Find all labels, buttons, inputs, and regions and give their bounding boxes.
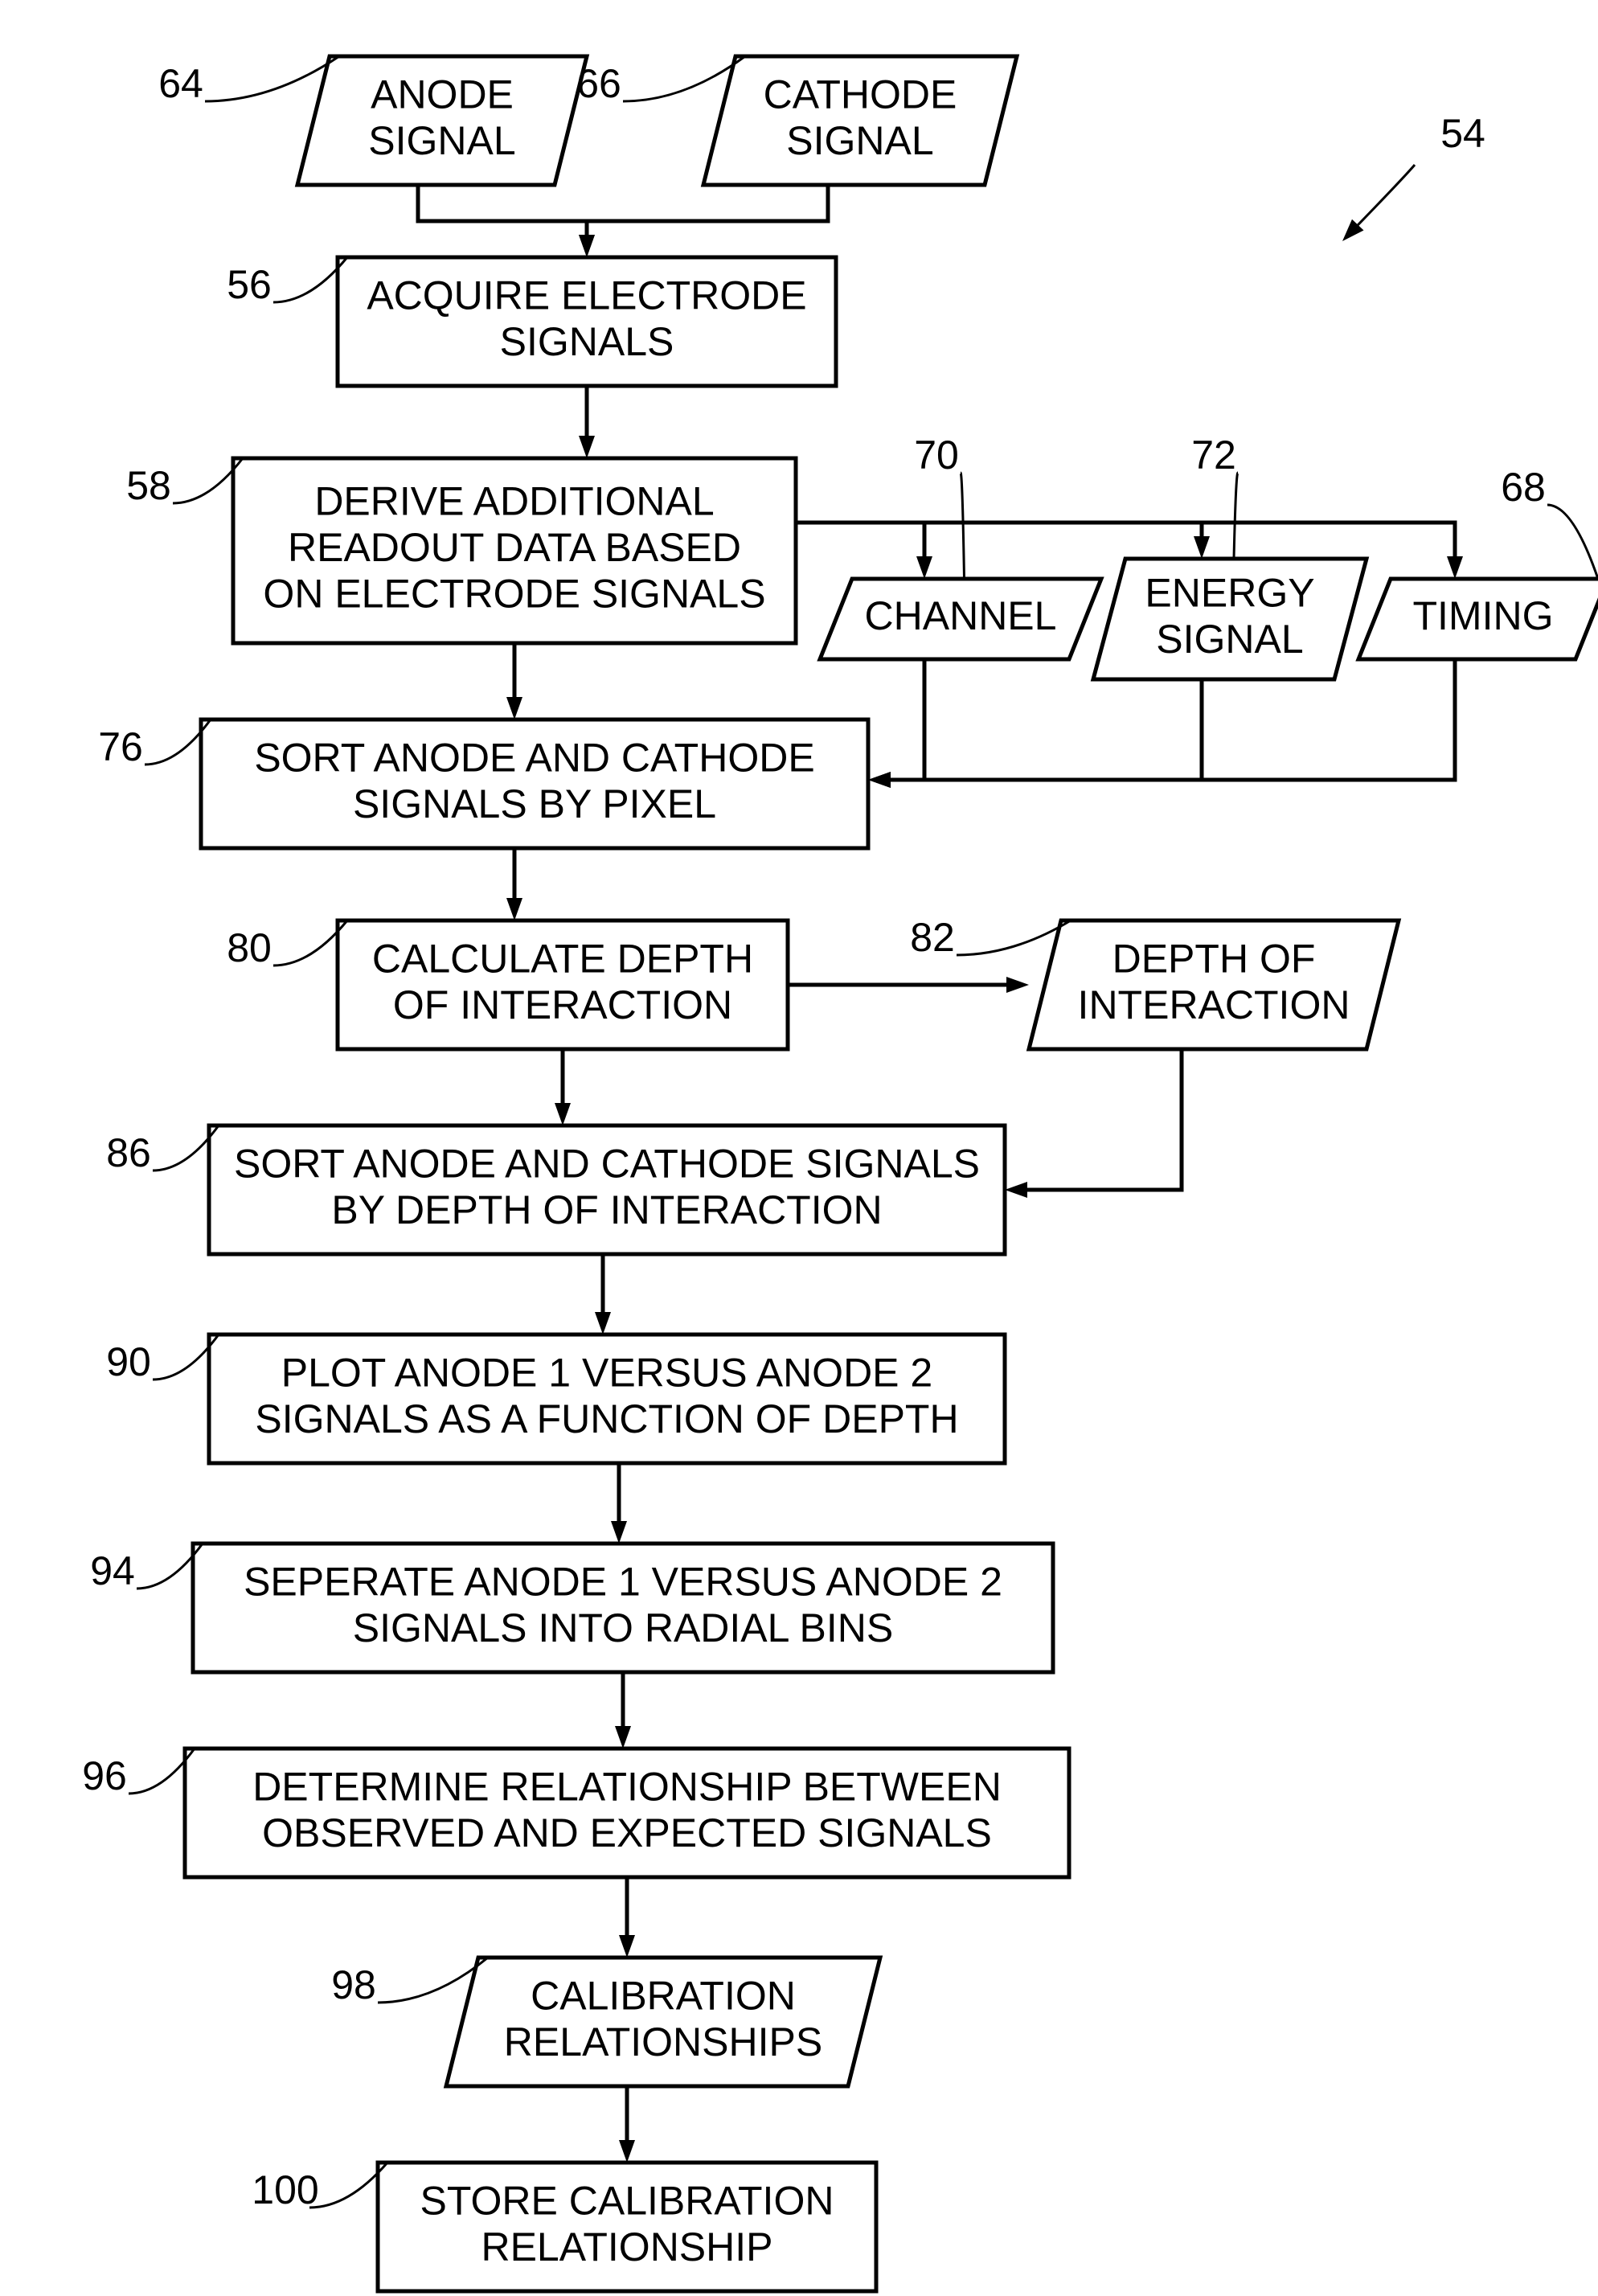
energy-text-0: ENERGY	[1145, 570, 1314, 615]
separate-label: 94	[90, 1548, 135, 1593]
doi-label: 82	[910, 915, 955, 960]
anode-text-1: SIGNAL	[368, 118, 515, 163]
separate-text-0: SEPERATE ANODE 1 VERSUS ANODE 2	[244, 1559, 1002, 1604]
calib-label: 98	[331, 1962, 376, 2007]
doi-text-1: INTERACTION	[1078, 982, 1350, 1027]
relate-label: 96	[82, 1753, 127, 1798]
cathode-label: 66	[576, 61, 621, 106]
plot-label: 90	[106, 1339, 151, 1384]
calib-text-0: CALIBRATION	[531, 1973, 796, 2018]
calcdoi-label: 80	[227, 925, 272, 970]
sortdoi-text-1: BY DEPTH OF INTERACTION	[331, 1187, 882, 1232]
cathode-text-0: CATHODE	[764, 72, 957, 117]
plot-text-1: SIGNALS AS A FUNCTION OF DEPTH	[255, 1396, 958, 1441]
acquire-text-0: ACQUIRE ELECTRODE	[367, 273, 806, 318]
acquire-label: 56	[227, 262, 272, 307]
doi-text-0: DEPTH OF	[1112, 936, 1316, 981]
diagram-id-label: 54	[1440, 111, 1485, 156]
store-text-1: RELATIONSHIP	[481, 2224, 772, 2269]
relate-text-1: OBSERVED AND EXPECTED SIGNALS	[262, 1810, 992, 1855]
calcdoi-text-0: CALCULATE DEPTH	[372, 936, 753, 981]
derive-text-1: READOUT DATA BASED	[288, 525, 741, 570]
channel-text-0: CHANNEL	[865, 593, 1057, 638]
derive-label: 58	[126, 463, 171, 508]
relate-text-0: DETERMINE RELATIONSHIP BETWEEN	[252, 1764, 1002, 1809]
calib-text-1: RELATIONSHIPS	[504, 2019, 822, 2064]
store-label: 100	[252, 2167, 318, 2212]
sortdoi-text-0: SORT ANODE AND CATHODE SIGNALS	[234, 1141, 980, 1186]
anode-text-0: ANODE	[371, 72, 514, 117]
derive-text-0: DERIVE ADDITIONAL	[314, 479, 714, 524]
separate-text-1: SIGNALS INTO RADIAL BINS	[353, 1605, 893, 1650]
sortdoi-label: 86	[106, 1130, 151, 1175]
anode-label: 64	[158, 61, 203, 106]
channel-label: 70	[914, 433, 959, 478]
sortpx-text-1: SIGNALS BY PIXEL	[353, 781, 716, 826]
energy-text-1: SIGNAL	[1156, 617, 1303, 662]
sortpx-label: 76	[98, 724, 143, 769]
cathode-text-1: SIGNAL	[786, 118, 933, 163]
sortpx-text-0: SORT ANODE AND CATHODE	[254, 735, 814, 780]
acquire-text-1: SIGNALS	[500, 319, 674, 364]
plot-text-0: PLOT ANODE 1 VERSUS ANODE 2	[281, 1350, 932, 1395]
store-text-0: STORE CALIBRATION	[420, 2178, 834, 2223]
derive-text-2: ON ELECTRODE SIGNALS	[263, 572, 765, 617]
energy-label: 72	[1191, 433, 1236, 478]
calcdoi-text-1: OF INTERACTION	[393, 982, 732, 1027]
timing-text-0: TIMING	[1413, 593, 1554, 638]
timing-label: 68	[1501, 465, 1546, 510]
